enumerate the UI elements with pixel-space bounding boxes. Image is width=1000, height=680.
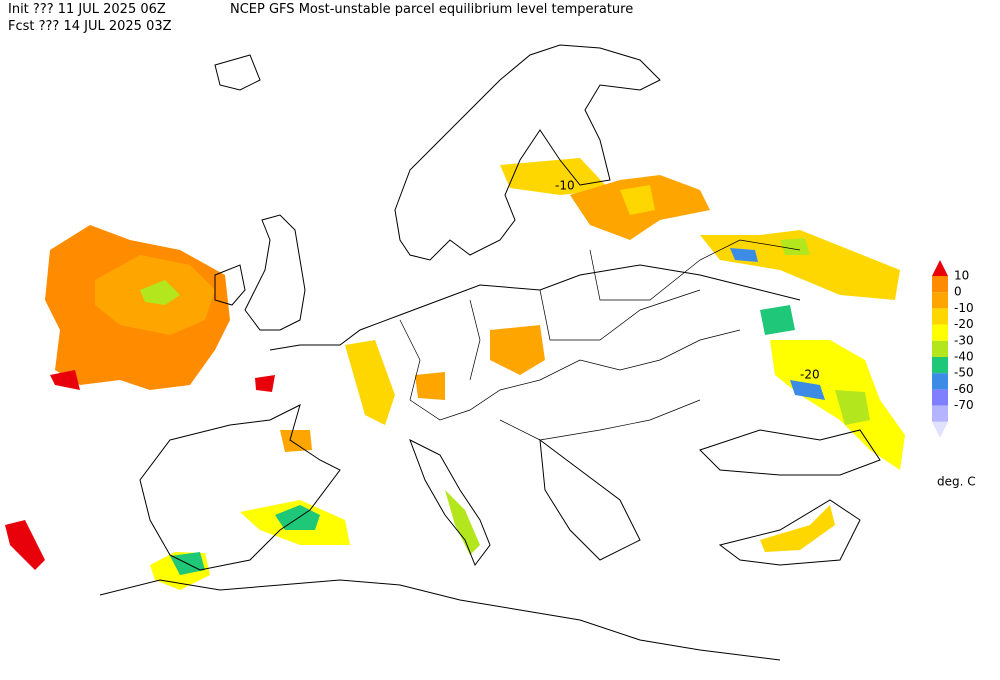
colorbar-cell [932,357,948,374]
colorbar-label: -20 [954,317,974,331]
colorbar: 10 0 -10 -20 -30 -40 -50 -60 -70 [932,260,974,438]
coastline [539,438,641,561]
colorbar-cell [932,405,948,422]
coastline [214,54,261,91]
colorbar-label: -60 [954,382,974,396]
patch [345,340,395,425]
patch [490,325,545,375]
patch [280,430,312,452]
contour-label: -10 [555,179,575,193]
colorbar-cell [932,276,948,293]
patch [445,490,480,555]
colorbar-cell [932,340,948,357]
patch [700,230,900,300]
border [469,239,801,441]
colorbar-arrow [932,260,948,276]
borders [399,239,801,441]
patch [835,390,870,425]
colorbar-arrow [932,421,948,438]
colorbar-cell [932,292,948,309]
colorbar-label: -10 [954,301,974,315]
colorbar-cell [932,373,948,390]
coastline [409,438,491,567]
patch [140,280,180,305]
patch [730,248,758,262]
coastline [214,264,246,306]
coastline [269,264,801,351]
patch [790,380,825,400]
colorbar-label: -50 [954,366,974,380]
field-patches [5,158,905,590]
coastline [139,404,341,571]
patch [780,238,810,255]
patch [255,375,275,392]
patch [760,305,795,335]
colorbar-label: -70 [954,398,974,412]
patch [500,158,610,195]
contour-label: -20 [800,368,820,382]
patch [760,505,835,552]
unit-label: deg. C [937,475,976,489]
colorbar-cell [932,324,948,341]
coastline [718,499,861,566]
coastlines [99,44,881,661]
colorbar-label: -30 [954,333,974,347]
border [399,319,741,421]
patch [415,372,445,400]
patch [620,185,655,215]
fcst-line: Fcst ??? 14 JUL 2025 03Z [8,19,172,34]
colorbar-label: 10 [954,269,969,283]
coastline [699,429,881,476]
colorbar-label: -40 [954,350,974,364]
patch [50,370,80,390]
patch [770,340,905,470]
coastline [394,44,661,261]
patch [5,520,45,570]
colorbar-label: 0 [954,285,962,299]
colorbar-cell [932,308,948,325]
coastline [99,579,781,661]
coastline [244,214,306,331]
colorbar-cell [932,389,948,406]
init-line: Init ??? 11 JUL 2025 06Z [8,2,166,17]
map-title: NCEP GFS Most-unstable parcel equilibriu… [230,2,633,17]
